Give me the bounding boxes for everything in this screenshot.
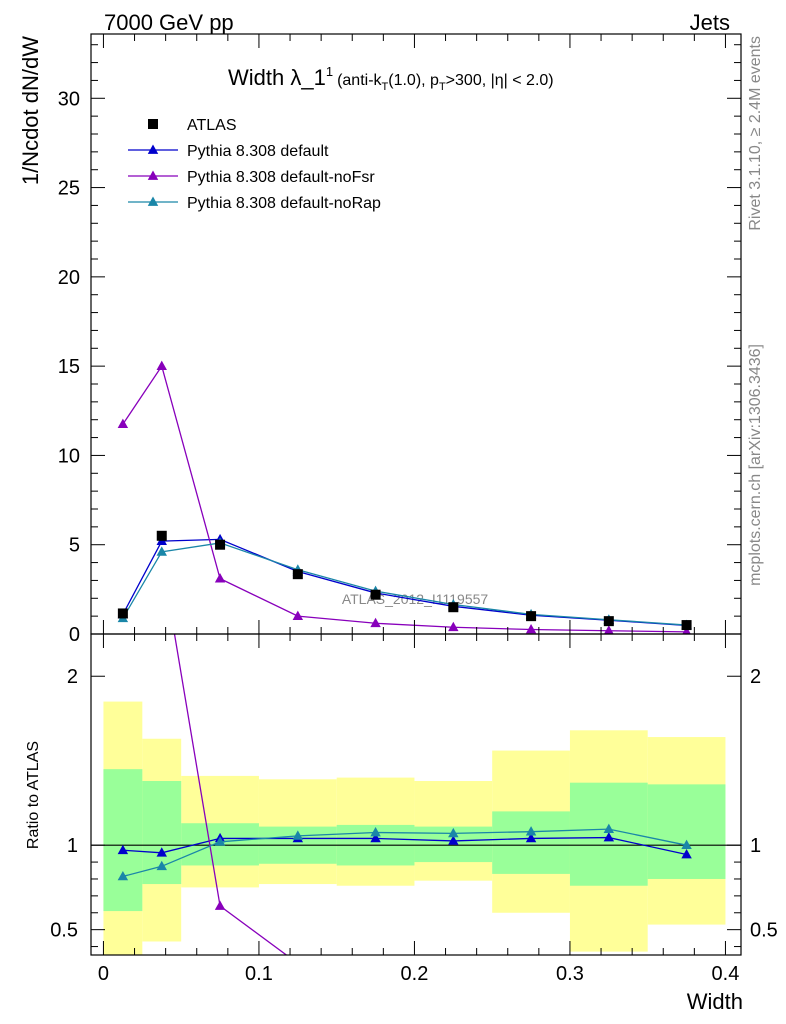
- legend-marker: [147, 196, 159, 206]
- legend-marker: [147, 170, 159, 180]
- atlas-data-point: [370, 589, 381, 600]
- legend-marker: [147, 144, 159, 154]
- ratio-point-1: [604, 966, 614, 975]
- ratio-bands: [103, 701, 726, 955]
- atlas-data-point: [526, 611, 537, 622]
- atlas-data-point: [156, 530, 167, 541]
- ratio-point-2: [525, 826, 537, 836]
- series-line-0: [122, 538, 687, 627]
- chart-title-sub2: T: [439, 81, 446, 93]
- y-tick-label: 5: [69, 535, 80, 557]
- atlas-data-point: [215, 539, 226, 550]
- ratio-point-2: [681, 839, 692, 850]
- watermark: ATLAS_2012_I1119557: [342, 591, 489, 607]
- chart-title-detail3: >300, |η| < 2.0): [446, 72, 554, 89]
- atlas-data-point: [448, 602, 459, 613]
- ratio-axis-label: Ratio to ATLAS: [25, 741, 42, 849]
- x-tick-label: 0.3: [556, 963, 584, 985]
- y-tick-label: 30: [58, 88, 80, 110]
- series-point-1: [214, 573, 226, 583]
- x-tick-label: 0.1: [245, 963, 273, 985]
- series-point-1: [682, 626, 691, 634]
- atlas-data-point: [117, 608, 128, 619]
- chart-title-detail: (anti-k: [337, 72, 382, 89]
- y-tick-label: 25: [58, 178, 80, 200]
- ratio-point-2: [214, 836, 226, 846]
- ratio-point-2: [370, 827, 381, 837]
- plot-frames: [90, 33, 742, 956]
- chart-title-sup: 1: [326, 64, 333, 79]
- chart-title-main: Width λ_1: [228, 65, 326, 90]
- y-tick-label: 20: [58, 267, 80, 289]
- ratio-point-0: [156, 847, 167, 857]
- header-right: Jets: [690, 10, 730, 35]
- legend-label: Pythia 8.308 default-noFsr: [187, 169, 375, 186]
- chart-title: Width λ_11(anti-kT(1.0), pT>300, |η| < 2…: [228, 64, 554, 93]
- series-point-1: [292, 610, 304, 620]
- ratio-point-0: [370, 832, 381, 843]
- chart-title-detail2: (1.0), p: [388, 72, 439, 89]
- ratio-point-1: [681, 968, 691, 977]
- header-left: 7000 GeV pp: [104, 10, 234, 35]
- x-tick-label: 0: [98, 963, 109, 985]
- ratio-frame: [90, 633, 742, 956]
- ratio-point-0: [448, 835, 459, 845]
- ratio-point-1: [293, 958, 303, 967]
- series-line-2: [122, 542, 687, 626]
- ratio-point-0: [117, 844, 129, 855]
- ratio-point-2: [448, 827, 459, 838]
- ratio-point-1: [370, 963, 380, 972]
- axis-ticks: 0 0.1 0.2 0.3 0.4 0 5 10 15 20 25 30 0.5 0.5 1 1 2 2: [50, 34, 778, 985]
- series-point-1: [156, 360, 167, 370]
- ratio-line-1: [173, 634, 288, 955]
- ratio-point-0: [525, 832, 537, 843]
- ratio-point-2: [603, 823, 615, 833]
- main-plot: [117, 360, 692, 634]
- ratio-point-0: [681, 848, 692, 859]
- series-point-1: [448, 621, 459, 632]
- ratio-tick-label-right: 1: [750, 835, 761, 857]
- ratio-point-2: [117, 870, 129, 881]
- ratio-point-2: [156, 860, 167, 871]
- legend-marker-atlas: [148, 119, 158, 129]
- atlas-data-point: [292, 569, 303, 580]
- x-axis-label: Width: [687, 989, 743, 1014]
- legend-label: Pythia 8.308 default-noRap: [187, 195, 381, 212]
- chart-title-sub1: T: [382, 81, 389, 93]
- ratio-point-0: [603, 832, 615, 842]
- ratio-tick-label-right: 0.5: [750, 920, 778, 942]
- ratio-point-2: [292, 830, 304, 840]
- ratio-band-inner: [647, 784, 726, 879]
- ratio-tick-label-left: 0.5: [50, 920, 78, 942]
- y-tick-label: 15: [58, 356, 80, 378]
- ratio-point-1: [448, 966, 458, 975]
- mcplots-label: mcplots.cern.ch [arXiv:1306.3436]: [747, 344, 764, 586]
- ratio-point-1: [214, 900, 226, 910]
- series-point-1: [370, 617, 381, 628]
- legend-label-atlas: ATLAS: [187, 117, 237, 134]
- ratio-plot: [91, 634, 741, 977]
- y-tick-label: 10: [58, 445, 80, 467]
- series-point-2: [156, 546, 167, 556]
- series-point-1: [525, 624, 537, 634]
- legend-label: Pythia 8.308 default: [187, 143, 329, 160]
- x-tick-label: 0.2: [401, 963, 429, 985]
- series-point-1: [603, 625, 614, 634]
- y-tick-label: 0: [69, 624, 80, 646]
- ratio-band-inner: [492, 811, 570, 874]
- y-axis-label: 1/Ncdot dN/dW: [18, 36, 43, 185]
- ratio-tick-label-left: 2: [67, 666, 78, 688]
- ratio-band-inner: [103, 769, 143, 912]
- atlas-data-point: [681, 620, 692, 631]
- rivet-label: Rivet 3.1.10, ≥ 2.4M events: [747, 36, 764, 231]
- ratio-tick-label-right: 2: [750, 666, 761, 688]
- ratio-tick-label-left: 1: [67, 835, 78, 857]
- x-tick-label: 0.4: [712, 963, 740, 985]
- series-point-1: [117, 418, 129, 429]
- atlas-data-point: [603, 616, 614, 627]
- legend: ATLAS Pythia 8.308 default Pythia 8.308 de…: [128, 117, 381, 212]
- ratio-point-1: [526, 966, 536, 975]
